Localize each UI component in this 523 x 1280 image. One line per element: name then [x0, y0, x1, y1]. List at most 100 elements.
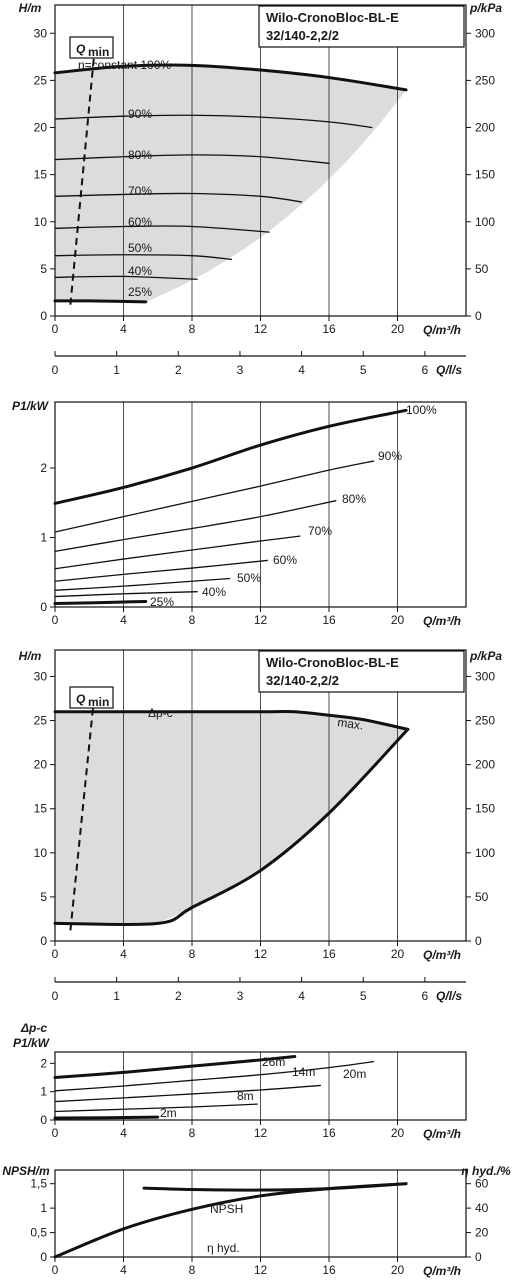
c2-xtick-label: 8 [189, 613, 196, 627]
c1-qmin-box [69, 36, 114, 59]
c1-operating-area [55, 65, 407, 302]
c1-x2-tick-label: 5 [360, 363, 367, 377]
c1-ytick-label: 30 [34, 26, 48, 40]
c1-xtick-label: 0 [52, 322, 59, 336]
c2-curve-60 [54, 559, 268, 582]
c2-curve-25 [53, 599, 148, 606]
c3-x2-tick-label: 0 [52, 989, 59, 1003]
c3-ytick-right-label: 150 [475, 802, 495, 816]
c5-xtick-label: 0 [52, 1263, 59, 1277]
c1-xlabel: Q/m³/h [423, 323, 461, 337]
c3-xtick-label: 12 [254, 947, 268, 961]
c2-xlabel: Q/m³/h [423, 614, 461, 628]
c5-ytick-right-label: 20 [475, 1226, 489, 1240]
c2-series-label: 60% [273, 553, 297, 567]
c1-ytick-label: 10 [34, 215, 48, 229]
c4-curve-8m [54, 1103, 258, 1113]
c3-xtick-label: 4 [120, 947, 127, 961]
c1-xtick-label: 16 [322, 322, 336, 336]
c3-ytick-right-label: 250 [475, 714, 495, 728]
c3-ytick-right-label: 300 [475, 669, 495, 683]
c2-curve-70 [54, 535, 301, 570]
c4-series-label: 8m [237, 1089, 254, 1103]
c1-ytick-label: 20 [34, 121, 48, 135]
c1-ytick-label: 25 [34, 73, 48, 87]
c1-xtick-label: 20 [391, 322, 405, 336]
c1-x2-tick-label: 0 [52, 363, 59, 377]
c4-xtick-label: 16 [322, 1126, 336, 1140]
c1-ytick-right-label: 200 [475, 121, 495, 135]
c3-x2-tick-label: 4 [298, 989, 305, 1003]
c5-ytick-label: 1,5 [30, 1177, 47, 1191]
c1-series-label: 40% [128, 264, 152, 278]
c1-qmin-label: Q [76, 42, 86, 56]
c2-ytick-label: 0 [40, 600, 47, 614]
c2-curve-50 [54, 577, 231, 591]
c3-xlabel: Q/m³/h [423, 948, 461, 962]
c5-series-label-npsh: NPSH [210, 1202, 243, 1216]
c1-x2-tick-label: 2 [175, 363, 182, 377]
c5-ytick-label: 0 [40, 1250, 47, 1264]
c2-curve-40 [54, 591, 198, 598]
c2-xtick-label: 0 [52, 613, 59, 627]
c1-series-label: 90% [128, 107, 152, 121]
c4-xlabel: Q/m³/h [423, 1127, 461, 1141]
c5-ytick-label: 1 [40, 1201, 47, 1215]
c3-title-box [258, 650, 465, 693]
c5-curve-eta [53, 1182, 408, 1259]
c2-xtick-label: 4 [120, 613, 127, 627]
c3-ytick-right-label: 50 [475, 890, 489, 904]
c5-ytick-right-label: 40 [475, 1201, 489, 1215]
c2-series-label: 25% [150, 595, 174, 609]
c1-curve-90 [54, 114, 373, 129]
c2-ytick-label: 1 [40, 531, 47, 545]
c1-series-label: 70% [128, 184, 152, 198]
c4-curve-26m [53, 1055, 297, 1079]
c4-xtick-label: 8 [189, 1126, 196, 1140]
c3-x2-tick-label: 5 [360, 989, 367, 1003]
c4-ylabel: Δp-c [20, 1021, 47, 1035]
c3-ytick-right-label: 200 [475, 758, 495, 772]
c1-ytick-right-label: 50 [475, 262, 489, 276]
c1-x2-tick-label: 3 [237, 363, 244, 377]
c5-ytick-label: 0,5 [30, 1226, 47, 1240]
c2-curve-80 [54, 500, 337, 553]
c3-xtick-label: 8 [189, 947, 196, 961]
c2-series-label: 70% [308, 524, 332, 538]
c1-ylabel: H/m [19, 1, 42, 15]
c1-ytick-right-label: 150 [475, 168, 495, 182]
c1-curve-80 [54, 154, 330, 164]
c2-xtick-label: 12 [254, 613, 268, 627]
c3-ytick-right-label: 0 [475, 934, 482, 948]
c5-xtick-label: 4 [120, 1263, 127, 1277]
c4-curve-14m [54, 1084, 322, 1103]
c4-series-label: 26m [262, 1055, 285, 1069]
c4-xtick-label: 12 [254, 1126, 268, 1140]
c5-ylabel: NPSH/m [2, 1164, 50, 1178]
c5-xtick-label: 8 [189, 1263, 196, 1277]
c3-qmin-label: Q [76, 692, 86, 706]
c1-ytick-right-label: 0 [475, 309, 482, 323]
c5-xtick-label: 12 [254, 1263, 268, 1277]
c3-x2-tick-label: 3 [237, 989, 244, 1003]
c3-annotation-max: max. [337, 715, 365, 732]
c3-qmin-sub: min [88, 695, 109, 709]
c4-series-label: 2m [160, 1106, 177, 1120]
c2-xtick-label: 16 [322, 613, 336, 627]
c1-x2-tick-label: 6 [422, 363, 429, 377]
c2-curve-90 [54, 460, 375, 533]
c3-xtick-label: 20 [391, 947, 405, 961]
c1-curve-50 [54, 254, 233, 261]
c2-ylabel: P1/kW [12, 399, 50, 413]
c1-qmin-line [69, 52, 96, 305]
c4-curve-20m [54, 1060, 375, 1092]
c4-series-label: 14m [292, 1065, 315, 1079]
c1-series-label: 80% [128, 148, 152, 162]
c1-xtick-label: 4 [120, 322, 127, 336]
c3-ytick-label: 10 [34, 846, 48, 860]
c1-title-line1: Wilo-CronoBloc-BL-E [266, 10, 399, 25]
c3-x2-tick-label: 1 [113, 989, 120, 1003]
c5-ytick-right-label: 60 [475, 1177, 489, 1191]
